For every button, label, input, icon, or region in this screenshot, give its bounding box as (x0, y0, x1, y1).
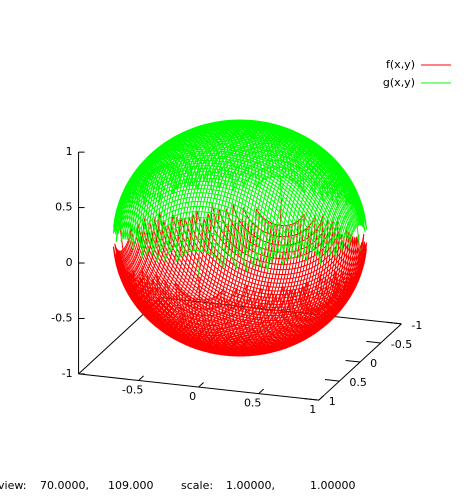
y-tick (345, 359, 361, 363)
z-tick-label: 0 (66, 256, 73, 269)
x-tick-label: 1 (309, 403, 316, 416)
legend-label: f(x,y) (386, 58, 415, 71)
y-tick (304, 398, 319, 401)
status-view-z: 109.000 (108, 479, 154, 492)
status-scale-label: scale: (181, 479, 213, 492)
x-axis (78, 373, 319, 401)
y-tick-label: -0.5 (391, 338, 412, 351)
x-tick-label: 0.5 (244, 397, 262, 410)
z-tick-label: 1 (66, 145, 73, 158)
y-tick (386, 321, 402, 325)
surface-mesh (112, 119, 368, 277)
x-tick (138, 375, 144, 381)
legend-label: g(x,y) (383, 76, 415, 89)
y-tick (366, 340, 381, 344)
z-tick-label: -0.5 (51, 311, 72, 324)
x-tick (258, 388, 264, 394)
z-tick-label: 0.5 (55, 201, 73, 214)
y-tick (324, 379, 340, 382)
x-tick-label: 0 (189, 390, 196, 403)
y-tick-label: 1 (329, 395, 336, 408)
z-tick-label: -1 (62, 367, 73, 380)
status-scale-z: 1.00000 (310, 479, 356, 492)
y-tick-label: -1 (411, 319, 422, 332)
x-tick-label: -0.5 (122, 383, 143, 396)
status-view-x: 70.0000, (40, 479, 89, 492)
y-tick-label: 0.5 (349, 376, 367, 389)
status-scale-x: 1.00000, (226, 479, 275, 492)
surface-mesh (112, 199, 368, 357)
x-tick (318, 395, 325, 401)
status-view-label: view: (0, 479, 26, 492)
y-tick-label: 0 (370, 357, 377, 370)
x-tick (198, 382, 204, 388)
